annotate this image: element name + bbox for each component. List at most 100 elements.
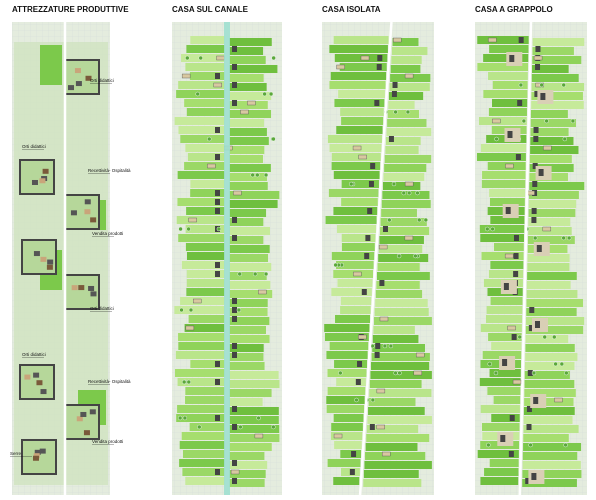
house <box>534 321 540 328</box>
house <box>512 379 522 385</box>
field-strip <box>366 425 419 433</box>
house <box>374 352 380 358</box>
field-strip <box>176 216 225 224</box>
house <box>232 316 237 322</box>
field-strip <box>185 396 225 404</box>
tree <box>216 226 222 232</box>
field-strip <box>489 189 526 197</box>
tree <box>517 334 522 340</box>
tree <box>186 226 191 232</box>
building <box>40 256 47 262</box>
house <box>353 271 362 277</box>
house <box>215 154 220 160</box>
tree <box>177 415 183 421</box>
house <box>531 217 537 223</box>
tree <box>393 109 398 115</box>
tree <box>182 415 188 421</box>
house <box>377 55 383 61</box>
house <box>351 451 357 457</box>
field-strip <box>339 63 387 71</box>
field-strip <box>375 290 423 298</box>
field-strip <box>338 90 385 98</box>
field-strip <box>328 189 379 197</box>
field-strip <box>186 270 225 278</box>
tree <box>553 361 558 367</box>
house <box>215 73 220 79</box>
house <box>513 271 519 277</box>
tree <box>178 226 183 232</box>
field-strip <box>524 380 575 388</box>
field-strip <box>229 416 279 424</box>
house <box>535 46 541 52</box>
annotation: Vendita prodotti <box>92 231 123 236</box>
house <box>247 100 256 106</box>
house <box>540 93 546 100</box>
field-strip <box>489 45 529 53</box>
labels-layer: Orti didattici Orti didattici Recettività-… <box>10 78 131 457</box>
field-strip <box>185 477 225 485</box>
field-strip <box>326 396 365 404</box>
field-strip <box>229 245 270 253</box>
field-strip <box>178 81 225 89</box>
field-strip <box>531 83 585 91</box>
field-strip <box>532 65 569 73</box>
building <box>90 291 97 297</box>
house <box>531 473 537 480</box>
house <box>232 235 237 241</box>
column-title: CASA SUL CANALE <box>172 5 249 14</box>
field-strip <box>370 371 432 379</box>
field-strip <box>480 144 527 152</box>
field-strip <box>229 200 278 208</box>
field-strip <box>333 36 389 44</box>
courtyard <box>21 439 57 475</box>
field-strip <box>532 38 585 46</box>
tree <box>333 262 338 268</box>
building <box>24 374 31 380</box>
field-strip <box>229 443 272 451</box>
field-strip <box>526 299 584 307</box>
field-strip <box>329 45 388 53</box>
tree <box>207 136 212 142</box>
house <box>388 136 394 142</box>
annotation: Orti didattici <box>90 78 114 83</box>
field-strip <box>324 324 370 332</box>
building <box>88 285 95 291</box>
house <box>527 370 533 376</box>
house <box>379 316 389 322</box>
house <box>376 424 385 430</box>
house <box>367 208 373 214</box>
field-strip <box>376 272 430 280</box>
field-strip <box>371 362 430 370</box>
field-strip <box>369 380 422 388</box>
tree <box>263 172 269 178</box>
field-strip <box>524 398 574 406</box>
tree <box>544 118 549 124</box>
house <box>511 334 517 340</box>
tree <box>561 82 566 88</box>
field-strip <box>229 389 272 397</box>
tree <box>238 424 243 430</box>
field-strip <box>229 461 268 469</box>
field-strip <box>174 306 225 314</box>
field-strip <box>368 407 425 415</box>
field-strip <box>229 434 280 442</box>
field-strip <box>479 378 521 386</box>
field-strip <box>479 225 525 233</box>
tree <box>256 415 261 421</box>
field-strip <box>385 146 419 154</box>
field-strip <box>229 110 272 118</box>
field-strip <box>331 252 375 260</box>
field-strip <box>363 470 419 478</box>
house <box>230 469 240 475</box>
tree <box>566 235 572 241</box>
tree <box>405 109 411 115</box>
house <box>376 388 386 394</box>
building <box>31 179 38 185</box>
field-strip <box>523 434 569 442</box>
tree <box>186 379 191 385</box>
house <box>554 397 563 403</box>
house <box>364 253 370 259</box>
field-strip <box>523 425 579 433</box>
field-strip <box>381 209 417 217</box>
house <box>240 109 249 115</box>
